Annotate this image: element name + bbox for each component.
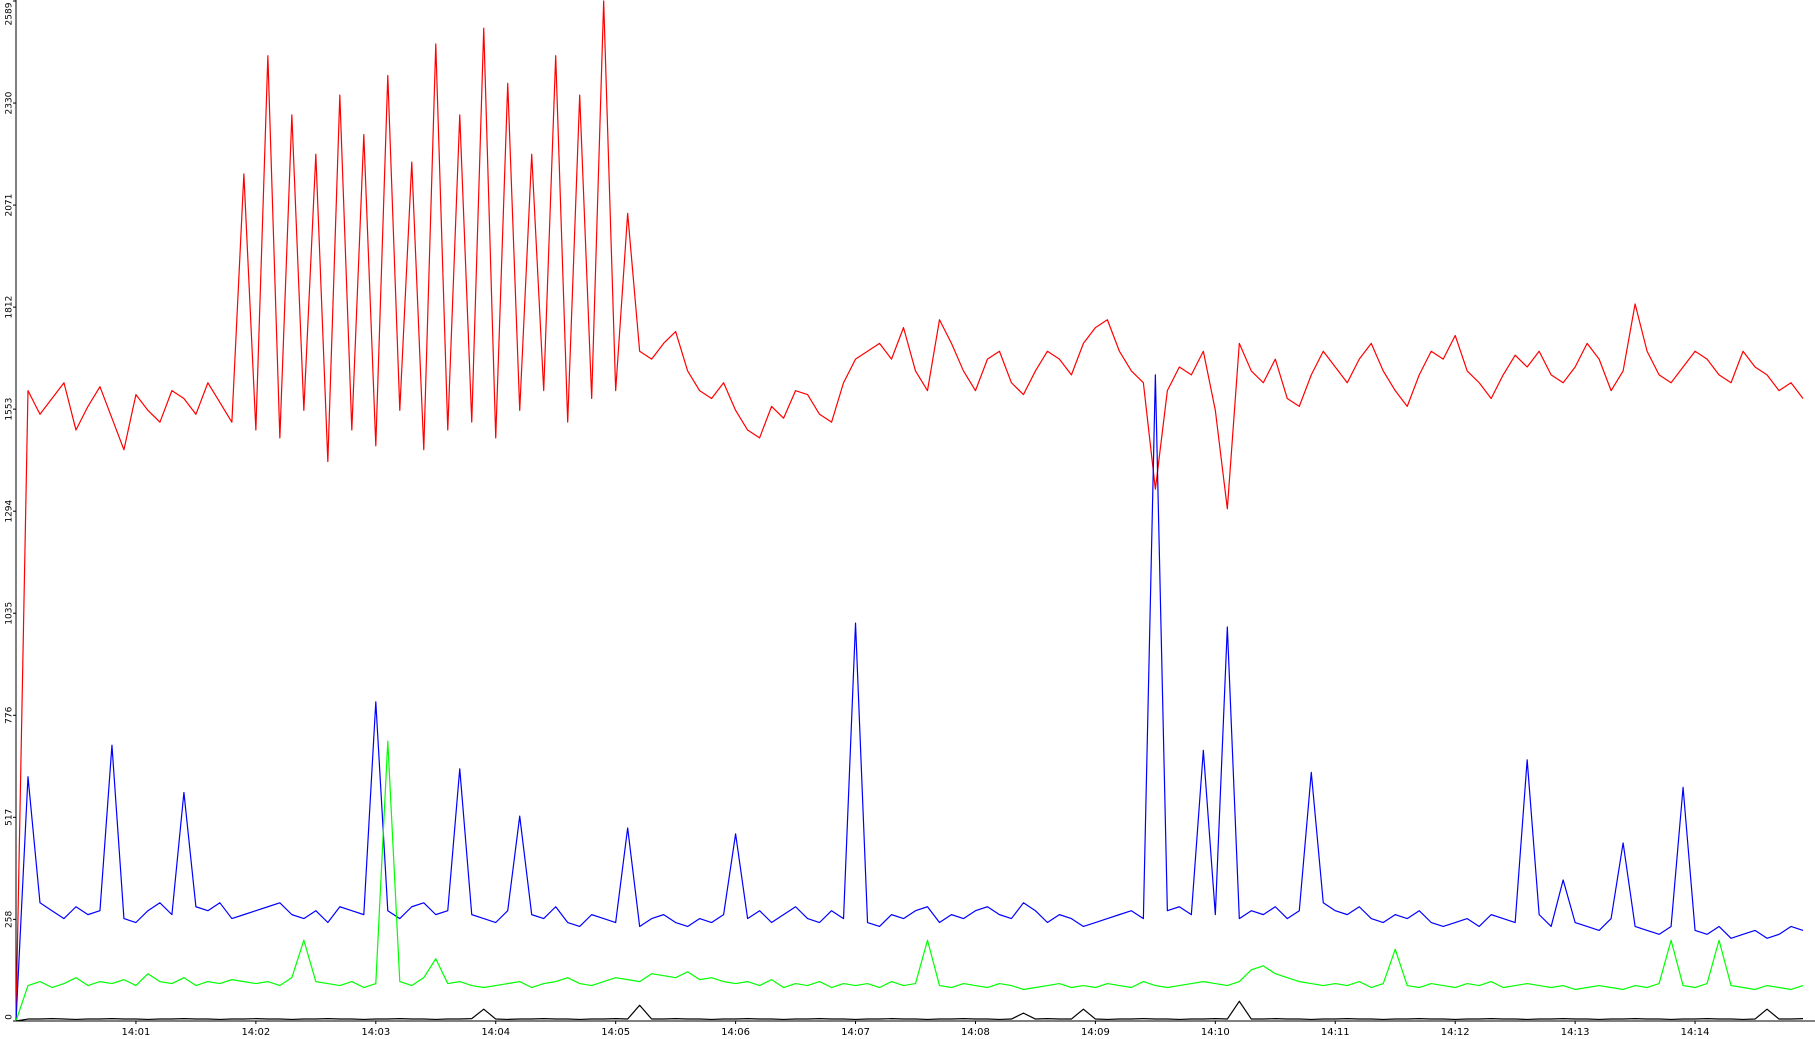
- y-tick-label: 776: [5, 706, 15, 723]
- x-tick-label: 14:08: [961, 1027, 990, 1038]
- x-tick-label: 14:10: [1201, 1027, 1230, 1038]
- x-tick-label: 14:01: [122, 1027, 151, 1038]
- y-tick-label: 258: [5, 910, 15, 927]
- y-tick-label: 2071: [5, 194, 15, 217]
- x-tick-label: 14:04: [481, 1027, 510, 1038]
- x-tick-label: 14:14: [1681, 1027, 1710, 1038]
- x-tick-label: 14:11: [1321, 1027, 1350, 1038]
- series-line: [15, 374, 1804, 1022]
- x-tick-label: 14:09: [1081, 1027, 1110, 1038]
- y-tick-label: 1812: [5, 296, 15, 319]
- series-line: [15, 0, 1804, 1022]
- series-line: [15, 740, 1804, 1022]
- y-tick-label: 1035: [5, 602, 15, 625]
- x-tick-label: 14:05: [601, 1027, 630, 1038]
- y-tick-label: 517: [5, 809, 15, 826]
- y-tick-label: 0: [5, 1014, 15, 1020]
- x-tick-label: 14:13: [1561, 1027, 1590, 1038]
- x-tick-label: 14:12: [1441, 1027, 1470, 1038]
- x-tick-label: 14:03: [361, 1027, 390, 1038]
- y-tick-label: 1553: [5, 398, 15, 421]
- series-line: [15, 1000, 1804, 1022]
- y-tick-label: 2330: [5, 91, 15, 114]
- x-tick-label: 14:02: [241, 1027, 270, 1038]
- y-tick-label: 2589: [5, 2, 15, 25]
- y-tick-label: 1294: [5, 499, 15, 522]
- x-tick-label: 14:06: [721, 1027, 750, 1038]
- x-tick-label: 14:07: [841, 1027, 870, 1038]
